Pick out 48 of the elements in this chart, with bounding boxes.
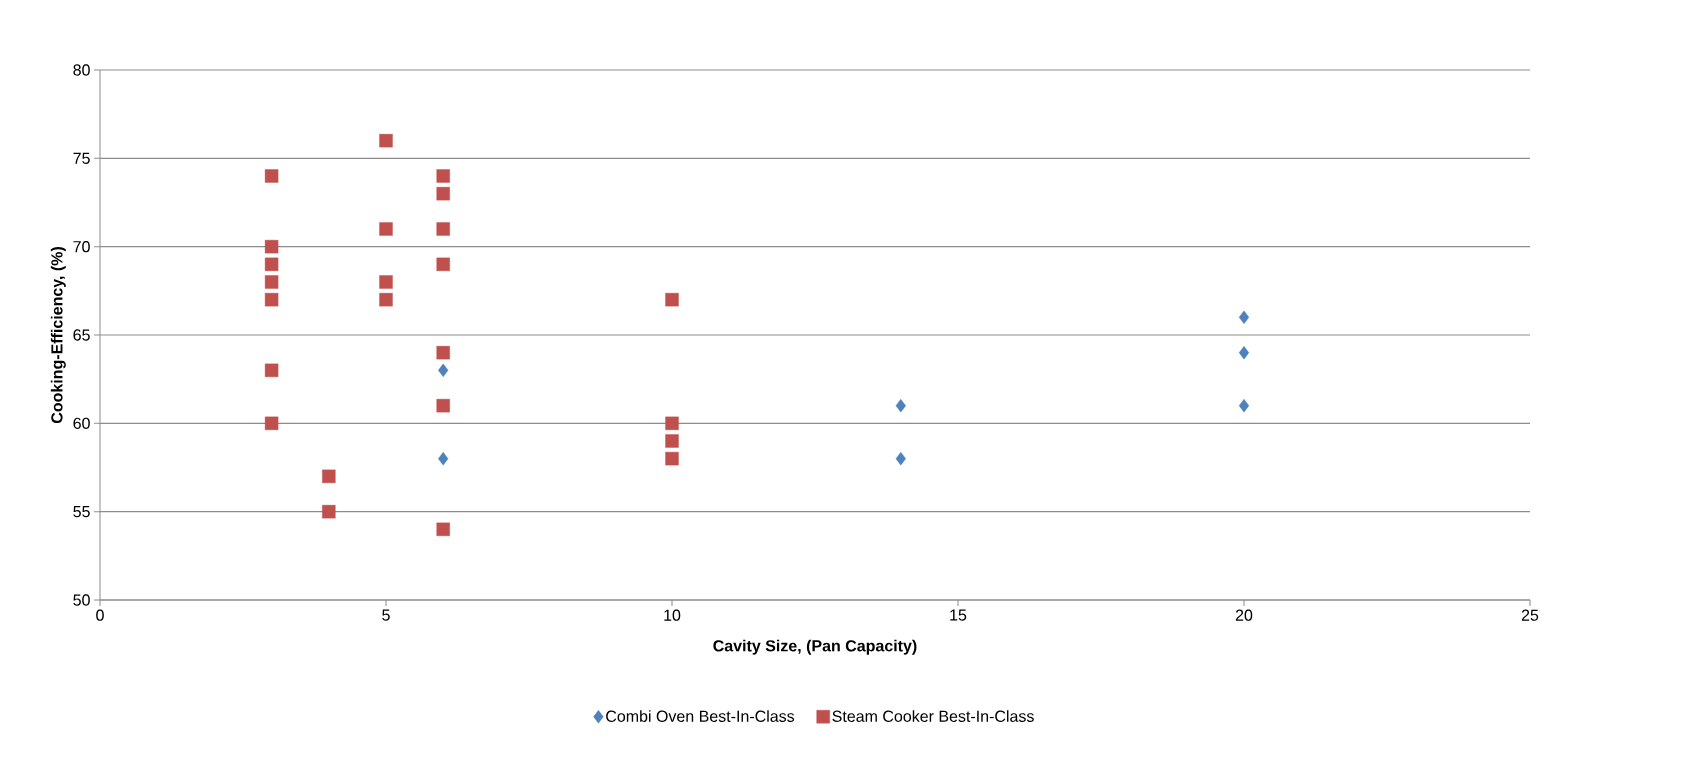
- point: [1238, 398, 1250, 413]
- point: [264, 292, 279, 307]
- point: [379, 275, 393, 289]
- point: [379, 133, 393, 148]
- x-tick-label: 25: [1521, 609, 1539, 621]
- point: [264, 416, 279, 431]
- x-tick-label: 15: [950, 609, 967, 621]
- point: [264, 363, 279, 378]
- point: [665, 416, 679, 431]
- point: [379, 292, 393, 307]
- point: [895, 451, 906, 466]
- point: [322, 504, 336, 519]
- point: [436, 186, 450, 201]
- point: [438, 363, 449, 378]
- legend-label: Combi Oven Best-In-Class: [606, 710, 795, 722]
- point: [436, 345, 450, 360]
- point: [264, 239, 279, 254]
- y-tick-label: 55: [73, 506, 90, 518]
- y-axis-title: Cooking-Efficiency, (%): [50, 247, 66, 424]
- point: [436, 522, 450, 537]
- point: [264, 257, 279, 272]
- y-tick-label: 80: [73, 64, 90, 76]
- point: [1238, 310, 1250, 325]
- y-tick-label: 75: [73, 152, 90, 164]
- point: [322, 469, 336, 484]
- point: [1238, 345, 1250, 360]
- point: [264, 169, 279, 183]
- point: [665, 292, 679, 307]
- point: [895, 398, 906, 413]
- point: [264, 275, 279, 289]
- point: [438, 451, 449, 466]
- point: [436, 169, 450, 183]
- point: [436, 257, 450, 272]
- x-tick-label: 5: [382, 609, 390, 621]
- point: [436, 222, 450, 236]
- point: [665, 434, 679, 448]
- y-tick-label: 70: [73, 241, 90, 253]
- point: [665, 451, 679, 466]
- point: [379, 222, 393, 236]
- legend-label: Steam Cooker Best-In-Class: [832, 710, 1034, 722]
- y-tick-label: 65: [73, 329, 90, 341]
- y-tick-label: 60: [73, 417, 90, 429]
- y-tick-label: 50: [73, 594, 90, 606]
- point: [436, 398, 450, 413]
- x-tick-label: 10: [664, 609, 681, 621]
- x-tick-label: 0: [96, 609, 104, 621]
- x-tick-label: 20: [1235, 609, 1253, 621]
- x-axis-title: Cavity Size, (Pan Capacity): [713, 639, 917, 655]
